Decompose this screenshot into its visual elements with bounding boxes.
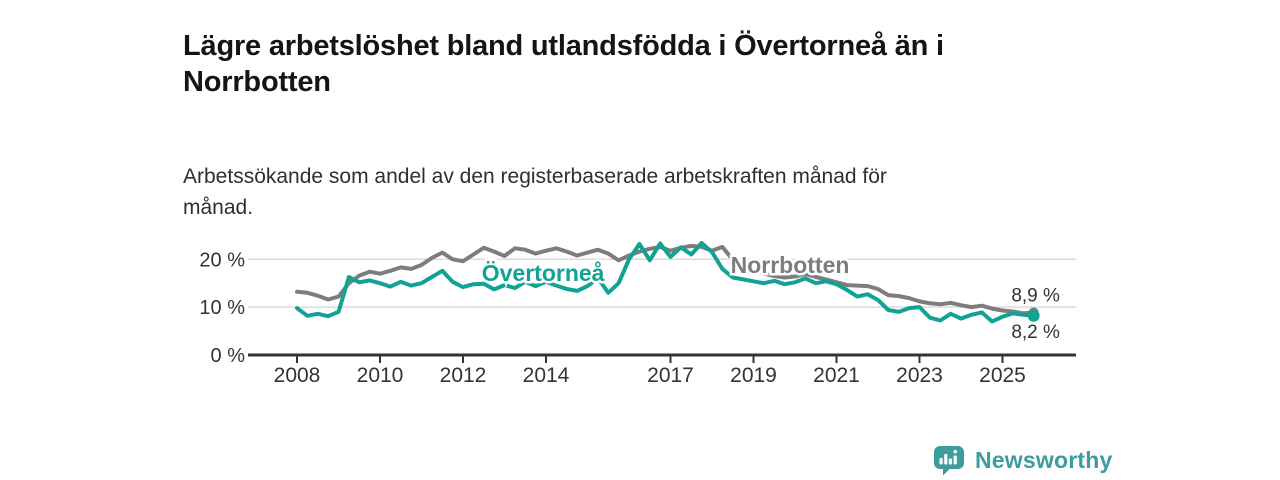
end-value-label-övertorneå: 8,2 % — [1011, 322, 1060, 343]
logo-bar-3 — [948, 458, 953, 465]
x-tick-label-2012: 2012 — [440, 364, 487, 387]
x-tick-label-2019: 2019 — [730, 364, 777, 387]
page-title: Lägre arbetslöshet bland utlandsfödda i … — [183, 28, 944, 100]
chart-area: 0 % 10 % 20 % 2008 2010 2012 2014 2017 2019 2021 2… — [180, 225, 1100, 390]
x-tick-label-2014: 2014 — [523, 364, 570, 387]
newsworthy-logo[interactable]: Newsworthy — [933, 445, 1112, 476]
x-tick-label-2025: 2025 — [979, 364, 1026, 387]
chart-subtitle: Arbetssökande som andel av den registerb… — [183, 161, 887, 223]
logo-exclamation-dot — [953, 450, 957, 454]
subtitle-line-2: månad. — [183, 196, 254, 219]
x-tick-label-2010: 2010 — [357, 364, 404, 387]
title-line-2: Norrbotten — [183, 66, 331, 99]
series-label-övertorneå: Övertorneå — [482, 260, 605, 286]
title-line-1: Lägre arbetslöshet bland utlandsfödda i … — [183, 30, 944, 63]
series-line-norrbotten — [295, 243, 1036, 316]
y-tick-label-10: 10 % — [199, 297, 245, 319]
x-tick-label-2023: 2023 — [896, 364, 943, 387]
end-dot-övertorneå — [1027, 309, 1040, 322]
y-tick-label-20: 20 % — [199, 249, 245, 271]
y-tick-label-0: 0 % — [211, 345, 246, 367]
x-tick-label-2017: 2017 — [647, 364, 694, 387]
subtitle-line-1: Arbetssökande som andel av den registerb… — [183, 165, 887, 188]
series-label-norrbotten: Norrbotten — [731, 252, 850, 278]
newsworthy-logo-text: Newsworthy — [975, 447, 1113, 473]
x-tick-label-2021: 2021 — [813, 364, 860, 387]
unemployment-line-chart: 0 % 10 % 20 % 2008 2010 2012 2014 2017 2019 2021 2… — [199, 241, 1076, 387]
logo-exclamation-bar — [953, 455, 957, 465]
x-tick-label-2008: 2008 — [274, 364, 321, 387]
newsworthy-logo-icon — [934, 446, 964, 476]
end-value-label-norrbotten: 8,9 % — [1011, 285, 1060, 306]
logo-bar-1 — [939, 458, 943, 465]
logo-bar-2 — [944, 454, 948, 465]
series-line-övertorneå — [295, 241, 1036, 324]
